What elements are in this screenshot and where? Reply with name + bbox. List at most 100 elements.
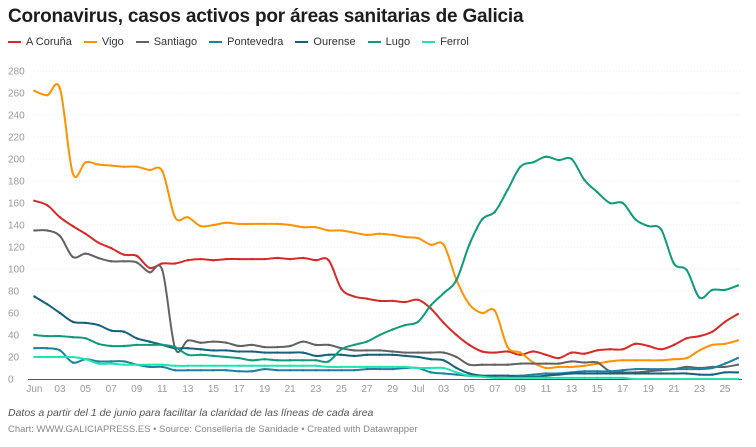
- data-point: [544, 362, 548, 365]
- data-point: [532, 362, 535, 365]
- data-point: [608, 360, 612, 363]
- data-point: [109, 164, 113, 167]
- data-point: [698, 334, 701, 338]
- data-point: [45, 204, 49, 207]
- data-point: [621, 369, 624, 372]
- data-point: [33, 229, 36, 232]
- data-point: [148, 365, 151, 369]
- data-point: [199, 257, 202, 261]
- data-point: [544, 372, 548, 375]
- data-point: [519, 351, 522, 354]
- data-point: [225, 364, 228, 367]
- data-point: [212, 349, 215, 352]
- x-tick-label: 15: [592, 384, 604, 395]
- data-point: [442, 366, 445, 370]
- data-point: [455, 373, 458, 376]
- data-point: [647, 367, 650, 371]
- data-point: [608, 348, 612, 351]
- data-point: [672, 358, 676, 361]
- data-point: [135, 261, 138, 264]
- data-point: [416, 366, 420, 370]
- data-point: [263, 358, 266, 361]
- data-point: [647, 344, 650, 348]
- data-point: [58, 349, 62, 352]
- data-point: [532, 161, 535, 164]
- data-point: [250, 364, 254, 367]
- data-point: [250, 359, 254, 362]
- legend-swatch: [295, 41, 309, 43]
- data-point: [352, 365, 356, 369]
- data-point: [583, 361, 586, 364]
- series-line-vigo: [34, 83, 739, 370]
- data-point: [250, 370, 254, 373]
- data-point: [685, 365, 688, 369]
- data-point: [135, 363, 138, 366]
- data-point: [608, 201, 612, 205]
- data-point: [199, 364, 202, 367]
- data-point: [429, 366, 433, 370]
- data-point: [723, 342, 727, 345]
- data-point: [109, 260, 113, 263]
- data-point: [416, 355, 420, 359]
- data-point: [148, 271, 151, 274]
- data-point: [711, 377, 714, 381]
- data-point: [723, 288, 727, 292]
- data-point: [301, 340, 305, 343]
- data-point: [519, 353, 522, 356]
- data-point: [161, 363, 164, 366]
- data-point: [199, 341, 202, 344]
- data-point: [161, 343, 164, 347]
- data-point: [135, 165, 138, 168]
- legend-item: A Coruña: [8, 36, 72, 48]
- data-point: [173, 262, 177, 265]
- data-point: [161, 262, 164, 265]
- data-point: [634, 342, 637, 345]
- x-tick-label: Jul: [412, 384, 425, 395]
- data-point: [442, 292, 445, 295]
- data-point: [122, 360, 126, 363]
- y-tick-label: 0: [8, 375, 14, 386]
- data-point: [621, 201, 624, 205]
- data-point: [276, 256, 279, 260]
- data-point: [58, 311, 62, 315]
- x-tick-label: 15: [208, 384, 220, 395]
- data-point: [634, 359, 637, 362]
- data-point: [685, 337, 688, 340]
- x-tick-label: 25: [336, 384, 348, 395]
- x-tick-label: 07: [489, 384, 501, 395]
- data-point: [122, 165, 126, 168]
- y-tick-label: 100: [8, 265, 25, 276]
- data-point: [289, 364, 292, 367]
- data-point: [173, 369, 177, 372]
- data-point: [276, 222, 279, 226]
- data-point: [250, 350, 254, 353]
- data-point: [506, 374, 509, 377]
- x-tick-label: Jun: [26, 384, 42, 395]
- data-point: [327, 365, 330, 369]
- data-point: [506, 376, 509, 380]
- data-point: [736, 356, 740, 360]
- data-point: [161, 268, 164, 272]
- data-point: [391, 367, 394, 371]
- data-point: [378, 299, 381, 303]
- data-point: [71, 224, 74, 228]
- data-point: [391, 365, 394, 369]
- data-point: [583, 178, 586, 182]
- data-point: [595, 376, 599, 380]
- data-point: [84, 321, 87, 325]
- data-point: [570, 157, 573, 161]
- data-point: [276, 351, 279, 354]
- data-point: [263, 222, 266, 226]
- data-point: [506, 350, 509, 353]
- data-point: [442, 359, 445, 362]
- x-tick-label: 11: [157, 384, 168, 395]
- data-point: [595, 370, 599, 373]
- data-point: [276, 369, 279, 372]
- data-point: [634, 218, 637, 221]
- data-point: [301, 351, 305, 354]
- data-point: [506, 345, 509, 349]
- data-point: [698, 373, 701, 376]
- data-point: [84, 252, 87, 255]
- data-point: [595, 372, 599, 375]
